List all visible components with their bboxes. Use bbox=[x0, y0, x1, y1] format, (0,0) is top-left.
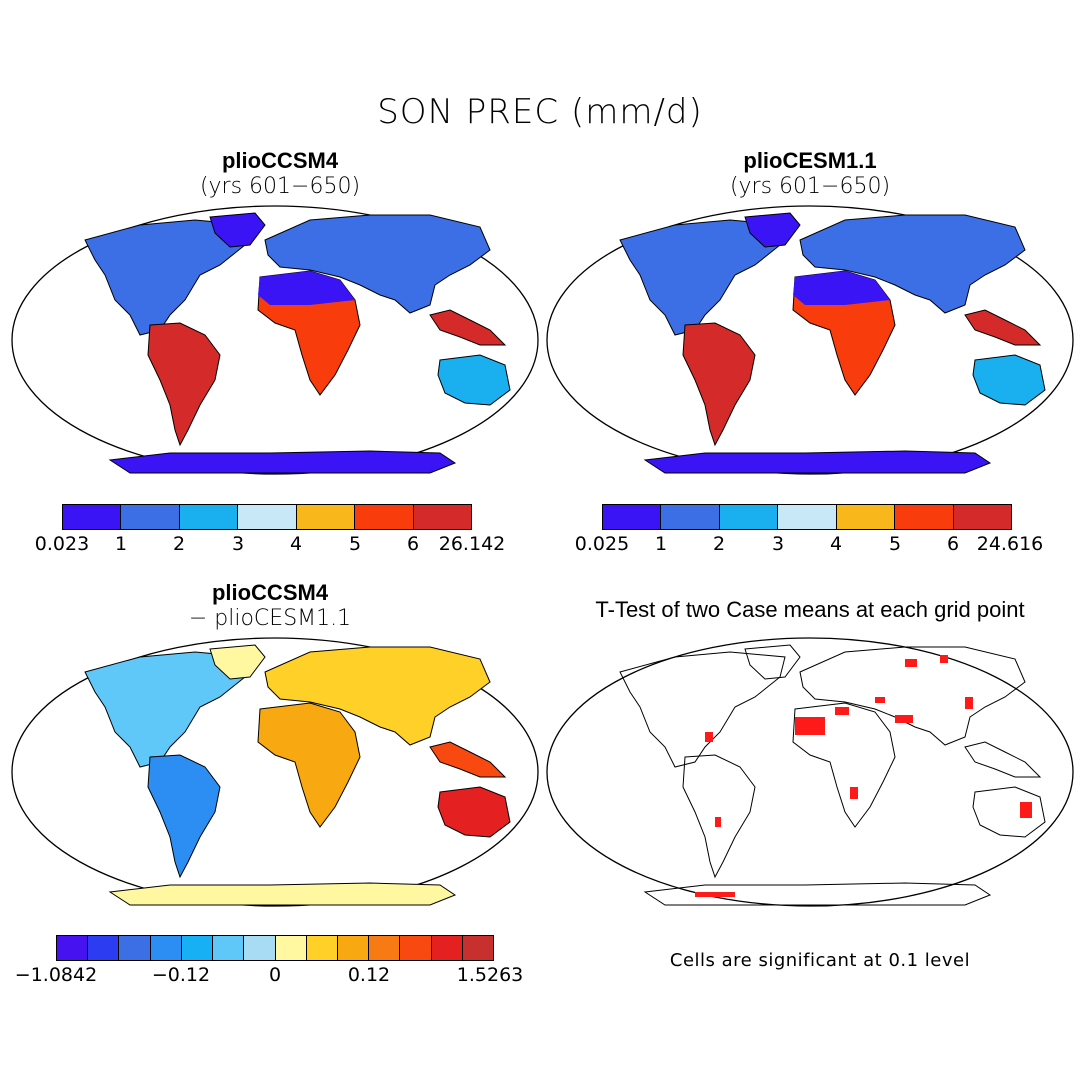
map-panel-4 bbox=[546, 637, 1074, 907]
colorbar-2-swatch bbox=[719, 505, 779, 529]
panel2-subtitle: (yrs 601−650) bbox=[729, 174, 891, 199]
colorbar-2-swatch bbox=[603, 505, 662, 529]
colorbar-2-label: 2 bbox=[712, 533, 726, 555]
colorbar-1-label: 2 bbox=[172, 533, 186, 555]
colorbar-1-swatch bbox=[296, 505, 356, 529]
colorbar-2-swatch bbox=[778, 505, 837, 529]
colorbar-3-swatch bbox=[369, 936, 401, 960]
colorbar-1-label: 0.023 bbox=[34, 533, 90, 555]
colorbar-3-swatch bbox=[244, 936, 276, 960]
panel1-subtitle: (yrs 601−650) bbox=[199, 174, 361, 199]
colorbar-1-label: 1 bbox=[114, 533, 128, 555]
colorbar-1-label: 4 bbox=[289, 533, 303, 555]
colorbar-1-label: 5 bbox=[348, 533, 362, 555]
colorbar-2-label: 0.025 bbox=[574, 533, 630, 555]
colorbar-2-swatch bbox=[953, 505, 1011, 529]
colorbar-1-label: 6 bbox=[406, 533, 420, 555]
map-panel-2 bbox=[546, 205, 1074, 475]
panel4-title: T-Test of two Case means at each grid po… bbox=[595, 597, 1025, 622]
colorbar-2 bbox=[602, 504, 1012, 530]
colorbar-2-swatch bbox=[661, 505, 720, 529]
colorbar-1-swatch bbox=[63, 505, 122, 529]
colorbar-3-swatch bbox=[306, 936, 338, 960]
colorbar-3-swatch bbox=[88, 936, 120, 960]
panel3-title: plioCCSM4 bbox=[211, 580, 329, 605]
colorbar-1-swatch bbox=[121, 505, 180, 529]
colorbar-3-label: 0.12 bbox=[347, 964, 391, 986]
colorbar-3-swatch bbox=[431, 936, 463, 960]
colorbar-3-swatch bbox=[119, 936, 151, 960]
colorbar-1-label: 26.142 bbox=[438, 533, 506, 555]
colorbar-3-label: −0.12 bbox=[151, 964, 211, 986]
colorbar-3-swatch bbox=[275, 936, 307, 960]
significant-cells bbox=[695, 655, 1032, 897]
colorbar-3-swatch bbox=[213, 936, 245, 960]
colorbar-1-label: 3 bbox=[231, 533, 245, 555]
significance-note: Cells are significant at 0.1 level bbox=[669, 950, 971, 971]
panel1-title: plioCCSM4 bbox=[221, 148, 339, 173]
colorbar-3-swatch bbox=[57, 936, 89, 960]
colorbar-1-swatch bbox=[413, 505, 471, 529]
map-panel-1 bbox=[11, 205, 539, 475]
colorbar-2-label: 24.616 bbox=[976, 533, 1044, 555]
colorbar-1-swatch bbox=[179, 505, 239, 529]
colorbar-3 bbox=[56, 935, 494, 961]
colorbar-3-swatch bbox=[181, 936, 214, 960]
colorbar-3-swatch bbox=[462, 936, 494, 960]
colorbar-3-label: 0 bbox=[268, 964, 282, 986]
colorbar-3-swatch bbox=[337, 936, 370, 960]
colorbar-1-swatch bbox=[238, 505, 297, 529]
colorbar-2-label: 1 bbox=[654, 533, 668, 555]
colorbar-1 bbox=[62, 504, 472, 530]
colorbar-3-label: −1.0842 bbox=[14, 964, 98, 986]
colorbar-3-swatch bbox=[150, 936, 182, 960]
panel2-title: plioCESM1.1 bbox=[743, 148, 877, 173]
colorbar-3-label: 1.5263 bbox=[456, 964, 524, 986]
colorbar-2-swatch bbox=[836, 505, 896, 529]
figure-title: SON PREC (mm/d) bbox=[377, 92, 703, 132]
colorbar-2-swatch bbox=[895, 505, 954, 529]
colorbar-1-swatch bbox=[355, 505, 414, 529]
colorbar-2-label: 5 bbox=[888, 533, 902, 555]
colorbar-3-swatch bbox=[400, 936, 432, 960]
colorbar-2-label: 3 bbox=[771, 533, 785, 555]
colorbar-2-label: 6 bbox=[946, 533, 960, 555]
map-panel-3 bbox=[11, 637, 539, 907]
colorbar-2-label: 4 bbox=[829, 533, 843, 555]
panel3-subtitle: − plioCESM1.1 bbox=[188, 606, 352, 631]
